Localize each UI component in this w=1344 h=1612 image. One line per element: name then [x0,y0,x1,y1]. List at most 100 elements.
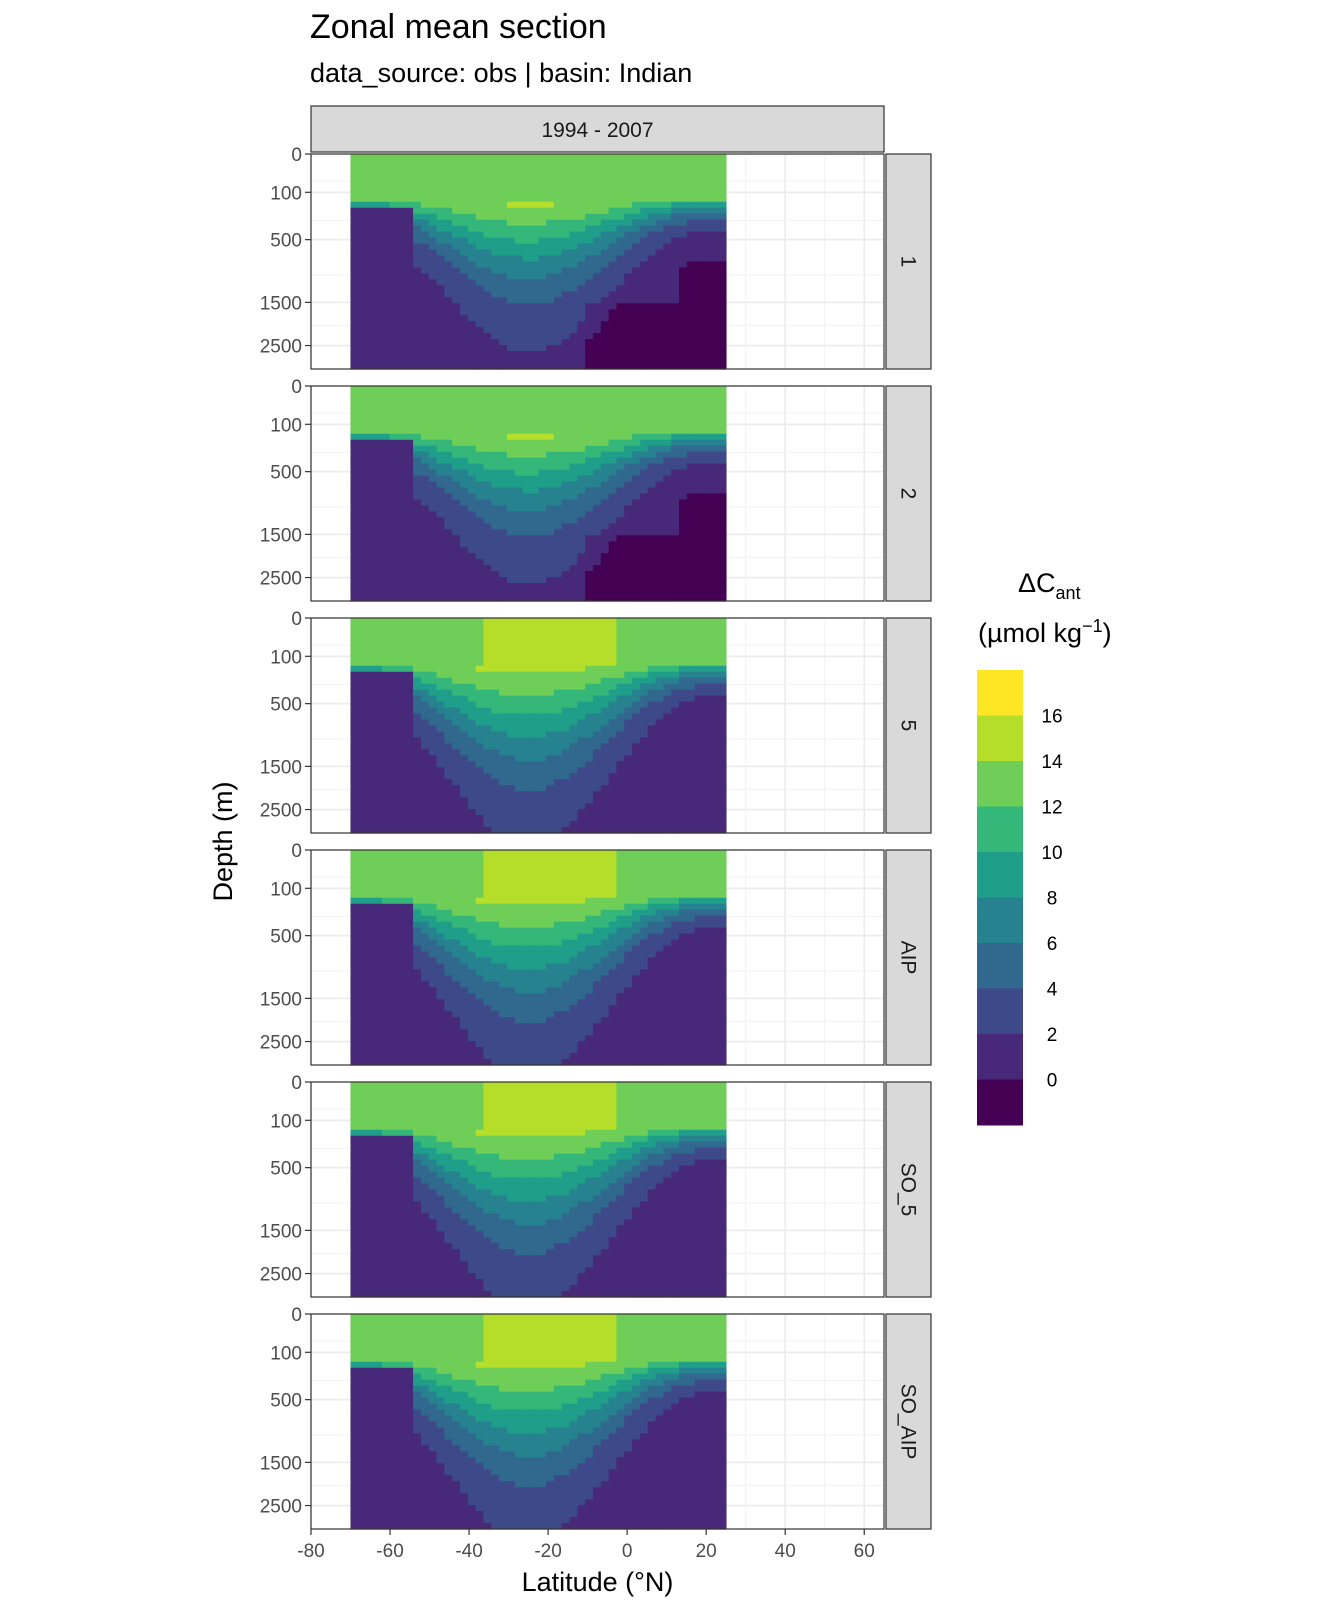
contour-cell [460,291,469,298]
contour-cell [397,815,406,822]
contour-cell [522,821,532,828]
contour-cell [639,285,649,292]
contour-cell [475,279,485,286]
contour-cell [718,309,727,316]
contour-cell [585,523,594,530]
contour-cell [389,755,399,762]
contour-cell [405,339,414,346]
contour-cell [600,665,610,673]
contour-cell [616,559,625,566]
contour-cell [350,689,359,697]
contour-cell [624,475,633,483]
contour-cell [452,397,461,405]
contour-cell [373,749,383,756]
contour-cell [600,577,610,584]
contour-cell [514,535,524,542]
contour-cell [702,154,711,161]
contour-cell [389,803,399,810]
contour-cell [397,207,406,215]
contour-cell [577,261,586,269]
contour-cell [475,821,485,828]
contour-cell [491,571,500,578]
contour-cell [600,315,610,322]
contour-cell [530,547,539,554]
contour-cell [436,523,445,530]
contour-cell [655,755,664,762]
contour-cell [561,333,571,340]
contour-cell [436,713,445,721]
contour-cell [577,475,586,483]
contour-cell [413,577,422,584]
contour-cell [585,803,594,810]
contour-cell [561,481,571,489]
contour-cell [428,415,438,423]
contour-cell [702,201,711,209]
contour-cell [553,821,563,828]
contour-cell [475,547,485,554]
contour-cell [397,165,406,173]
contour-cell [585,511,594,518]
contour-cell [616,457,625,465]
contour-cell [506,439,516,447]
contour-cell [663,421,672,429]
contour-cell [460,725,469,733]
contour-cell [405,327,414,334]
contour-cell [452,189,461,197]
contour-cell [444,363,453,370]
contour-cell [546,737,555,745]
contour-cell [530,415,539,423]
contour-cell [592,457,602,465]
contour-cell [710,511,719,518]
contour-cell [616,421,625,429]
contour-cell [671,291,680,298]
contour-cell [592,701,602,709]
contour-cell [491,207,500,215]
contour-cell [632,653,641,661]
contour-cell [514,315,524,322]
contour-cell [452,505,461,513]
contour-cell [436,767,445,774]
contour-cell [632,779,641,786]
contour-cell [585,427,594,435]
contour-cell [639,433,649,441]
contour-cell [553,737,563,745]
contour-cell [655,357,664,364]
contour-cell [624,409,633,417]
contour-cell [639,589,649,596]
contour-cell [514,779,524,786]
contour-cell [483,725,492,733]
contour-cell [350,647,359,655]
contour-cell [460,403,469,411]
contour-cell [639,225,649,233]
contour-cell [585,695,594,703]
contour-cell [553,291,563,298]
contour-cell [561,439,571,447]
contour-cell [639,785,649,792]
contour-cell [694,457,704,465]
contour-cell [467,743,477,750]
contour-cell [538,635,547,643]
contour-cell [366,345,375,352]
contour-cell [679,249,688,257]
contour-cell [366,397,375,405]
contour-cell [592,267,602,275]
contour-cell [647,171,657,179]
contour-cell [373,189,383,197]
contour-cell [483,225,492,233]
contour-cell [569,618,578,625]
contour-cell [600,785,610,792]
contour-cell [671,529,680,536]
contour-cell [592,487,602,495]
contour-cell [381,791,391,798]
contour-cell [475,541,485,548]
contour-cell [389,469,399,477]
contour-cell [663,577,672,584]
contour-cell [702,487,711,495]
contour-cell [655,535,664,542]
contour-cell [373,321,383,328]
contour-cell [530,797,539,804]
contour-cell [561,785,571,792]
contour-cell [373,553,383,560]
contour-cell [506,409,516,417]
contour-cell [608,445,618,453]
